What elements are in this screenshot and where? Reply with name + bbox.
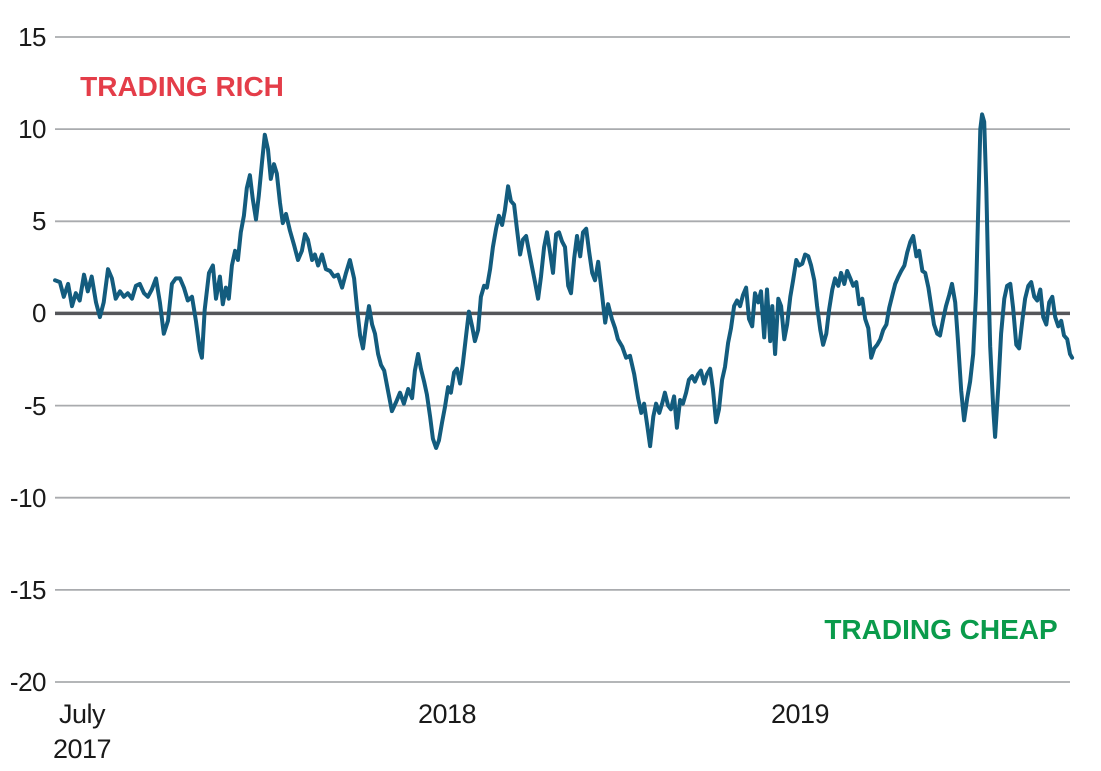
y-tick-label: -5 [23, 391, 47, 421]
x-tick-label: 2019 [770, 697, 830, 732]
y-tick-label: -10 [9, 483, 47, 513]
y-tick-label: 15 [18, 22, 46, 52]
x-tick-label-line: 2018 [417, 699, 477, 729]
x-tick-label-line: 2017 [52, 734, 112, 764]
y-tick-label: -20 [9, 667, 47, 697]
x-tick-label: 2018 [417, 697, 477, 732]
y-tick-label: -15 [9, 575, 47, 605]
y-tick-label: 5 [32, 206, 46, 236]
annotation-trading-cheap: TRADING CHEAP [824, 614, 1058, 645]
x-tick-label: July 2017 [52, 697, 112, 767]
series-line [53, 112, 1075, 450]
x-tick-label-line: 2019 [770, 699, 830, 729]
x-tick-label-line: July [58, 699, 106, 729]
y-tick-label: 10 [18, 114, 46, 144]
y-tick-label: 0 [32, 298, 46, 328]
annotation-trading-rich: TRADING RICH [80, 71, 284, 102]
